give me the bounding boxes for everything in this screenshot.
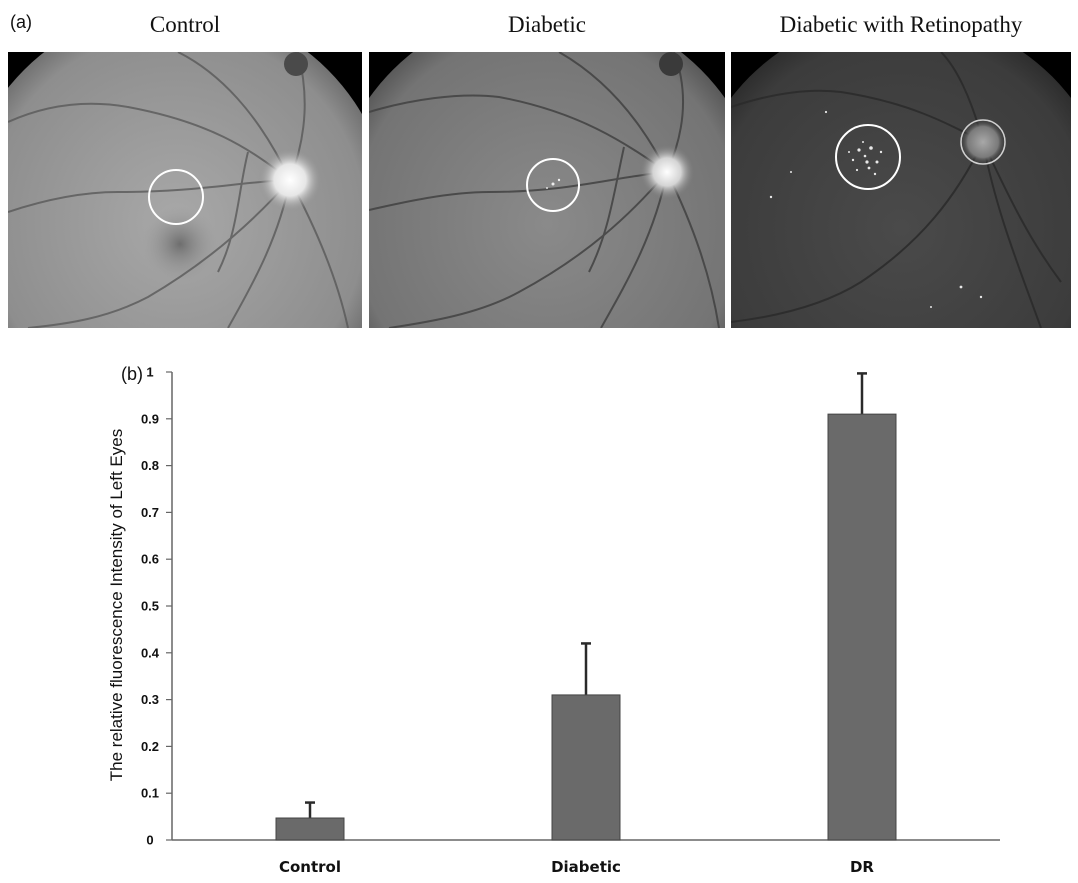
y-tick-label: 0.7 <box>141 505 159 520</box>
y-tick-label: 0 <box>146 833 153 848</box>
panel-b-label: (b) <box>121 364 143 384</box>
bar-dr <box>827 413 897 841</box>
fluorescence-bar-chart: The relative fluorescence Intensity of L… <box>107 365 1000 876</box>
y-tick-label: 0.6 <box>141 552 159 567</box>
retinopathy-fundus-image <box>731 52 1071 328</box>
control-image-title: Control <box>149 12 221 37</box>
y-axis-ticks: 0 0.1 0.2 0.3 0.4 0.5 0.6 0.7 0.8 0.9 1 <box>141 365 172 848</box>
diabetic-image-title: Diabetic <box>508 12 586 37</box>
category-label-diabetic: Diabetic <box>551 858 621 876</box>
bar-control <box>275 817 345 841</box>
y-tick-label: 0.9 <box>141 411 159 426</box>
y-tick-label: 0.1 <box>141 786 159 801</box>
x-axis-category-labels: Control Diabetic DR <box>279 858 874 876</box>
y-axis-title: The relative fluorescence Intensity of L… <box>107 429 126 781</box>
diabetic-fundus-image <box>369 52 725 328</box>
y-tick-label: 0.2 <box>141 739 159 754</box>
y-tick-label: 0.4 <box>141 645 160 660</box>
bar-series <box>275 372 897 841</box>
panel-a-label: (a) <box>10 12 32 32</box>
bar-diabetic <box>551 694 621 841</box>
category-label-dr: DR <box>850 858 874 876</box>
y-tick-label: 0.5 <box>141 599 159 614</box>
control-fundus-image <box>8 52 362 328</box>
y-tick-label: 1 <box>146 365 153 380</box>
category-label-control: Control <box>279 858 341 876</box>
retinopathy-image-title: Diabetic with Retinopathy <box>779 12 1023 37</box>
y-tick-label: 0.8 <box>141 458 159 473</box>
y-tick-label: 0.3 <box>141 692 159 707</box>
